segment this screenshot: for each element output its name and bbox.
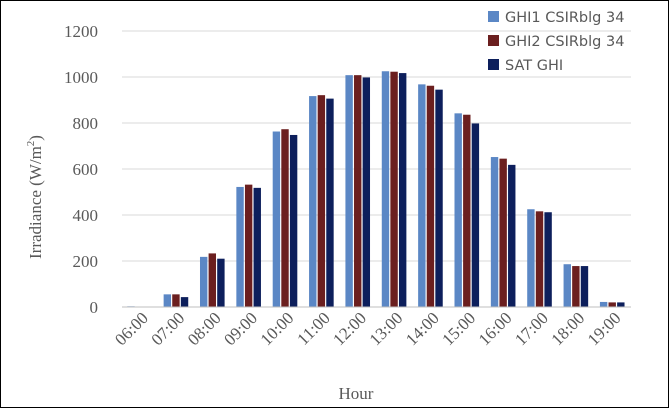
- bar: [471, 123, 480, 308]
- bar: [563, 264, 571, 307]
- bar: [535, 211, 544, 307]
- x-axis-title: Hour: [339, 384, 374, 403]
- bar: [236, 186, 244, 307]
- y-tick-label: 600: [73, 160, 99, 179]
- legend-swatch: [488, 35, 499, 46]
- bar: [172, 294, 180, 307]
- x-tick-labels: 06:0007:0008:0009:0010:0011:0012:0013:00…: [111, 308, 624, 349]
- bar: [608, 302, 616, 307]
- bar: [281, 129, 289, 307]
- bar: [499, 158, 507, 307]
- y-tick-label: 1000: [64, 68, 98, 87]
- bar: [163, 294, 172, 307]
- x-tick-label: 14:00: [402, 308, 443, 349]
- bar: [398, 73, 407, 307]
- legend-swatch: [488, 11, 499, 22]
- bar: [208, 253, 216, 307]
- legend-label: GHI2 CSIRblg 34: [505, 34, 624, 50]
- bar: [544, 212, 552, 307]
- legend: GHI1 CSIRblg 34 GHI2 CSIRblg 34 SAT GHI: [488, 10, 624, 74]
- x-tick-label: 10:00: [257, 308, 298, 349]
- bar: [354, 75, 362, 307]
- bar: [463, 114, 471, 307]
- bar: [253, 187, 261, 307]
- y-axis-title: Irradiance (W/m2): [25, 135, 45, 259]
- y-tick-label: 400: [73, 206, 99, 225]
- bar: [180, 297, 189, 307]
- bars: [127, 71, 625, 308]
- x-tick-label: 16:00: [475, 308, 516, 349]
- bar: [362, 77, 371, 308]
- bar: [390, 71, 398, 308]
- x-tick-label: 19:00: [584, 308, 625, 349]
- x-tick-label: 15:00: [438, 308, 479, 349]
- legend-label: GHI1 CSIRblg 34: [505, 10, 624, 26]
- x-tick-label: 08:00: [184, 308, 225, 349]
- bar: [426, 85, 435, 308]
- bar: [381, 71, 390, 307]
- x-tick-label: 17:00: [511, 308, 552, 349]
- y-tick-label: 1200: [64, 22, 98, 41]
- x-tick-label: 18:00: [547, 308, 588, 349]
- bar: [617, 302, 625, 307]
- bar: [326, 98, 334, 308]
- bar: [435, 89, 443, 308]
- bar: [217, 258, 225, 307]
- x-tick-label: 06:00: [111, 308, 152, 349]
- y-tick-label: 800: [73, 114, 99, 133]
- bar: [199, 256, 208, 307]
- bar: [345, 75, 353, 307]
- bar: [289, 134, 298, 307]
- y-tick-labels: 0 200 400 600 800 1000 1200: [64, 22, 98, 317]
- bar: [272, 131, 281, 307]
- x-tick-label: 12:00: [329, 308, 370, 349]
- bar: [454, 113, 462, 307]
- x-tick-label: 07:00: [148, 308, 189, 349]
- bar: [317, 95, 326, 307]
- bar: [572, 266, 580, 307]
- x-tick-label: 13:00: [366, 308, 407, 349]
- y-tick-label: 200: [73, 252, 99, 271]
- bar: [244, 184, 253, 307]
- legend-swatch: [488, 59, 499, 70]
- bar: [580, 266, 589, 307]
- y-tick-label: 0: [90, 298, 99, 317]
- bar: [527, 209, 535, 307]
- bar: [599, 301, 608, 307]
- x-tick-label: 09:00: [220, 308, 261, 349]
- bar: [309, 96, 317, 307]
- bar: [490, 157, 499, 307]
- bar: [508, 164, 516, 307]
- bar: [418, 84, 426, 307]
- legend-label: SAT GHI: [505, 58, 563, 74]
- x-tick-label: 11:00: [293, 308, 333, 348]
